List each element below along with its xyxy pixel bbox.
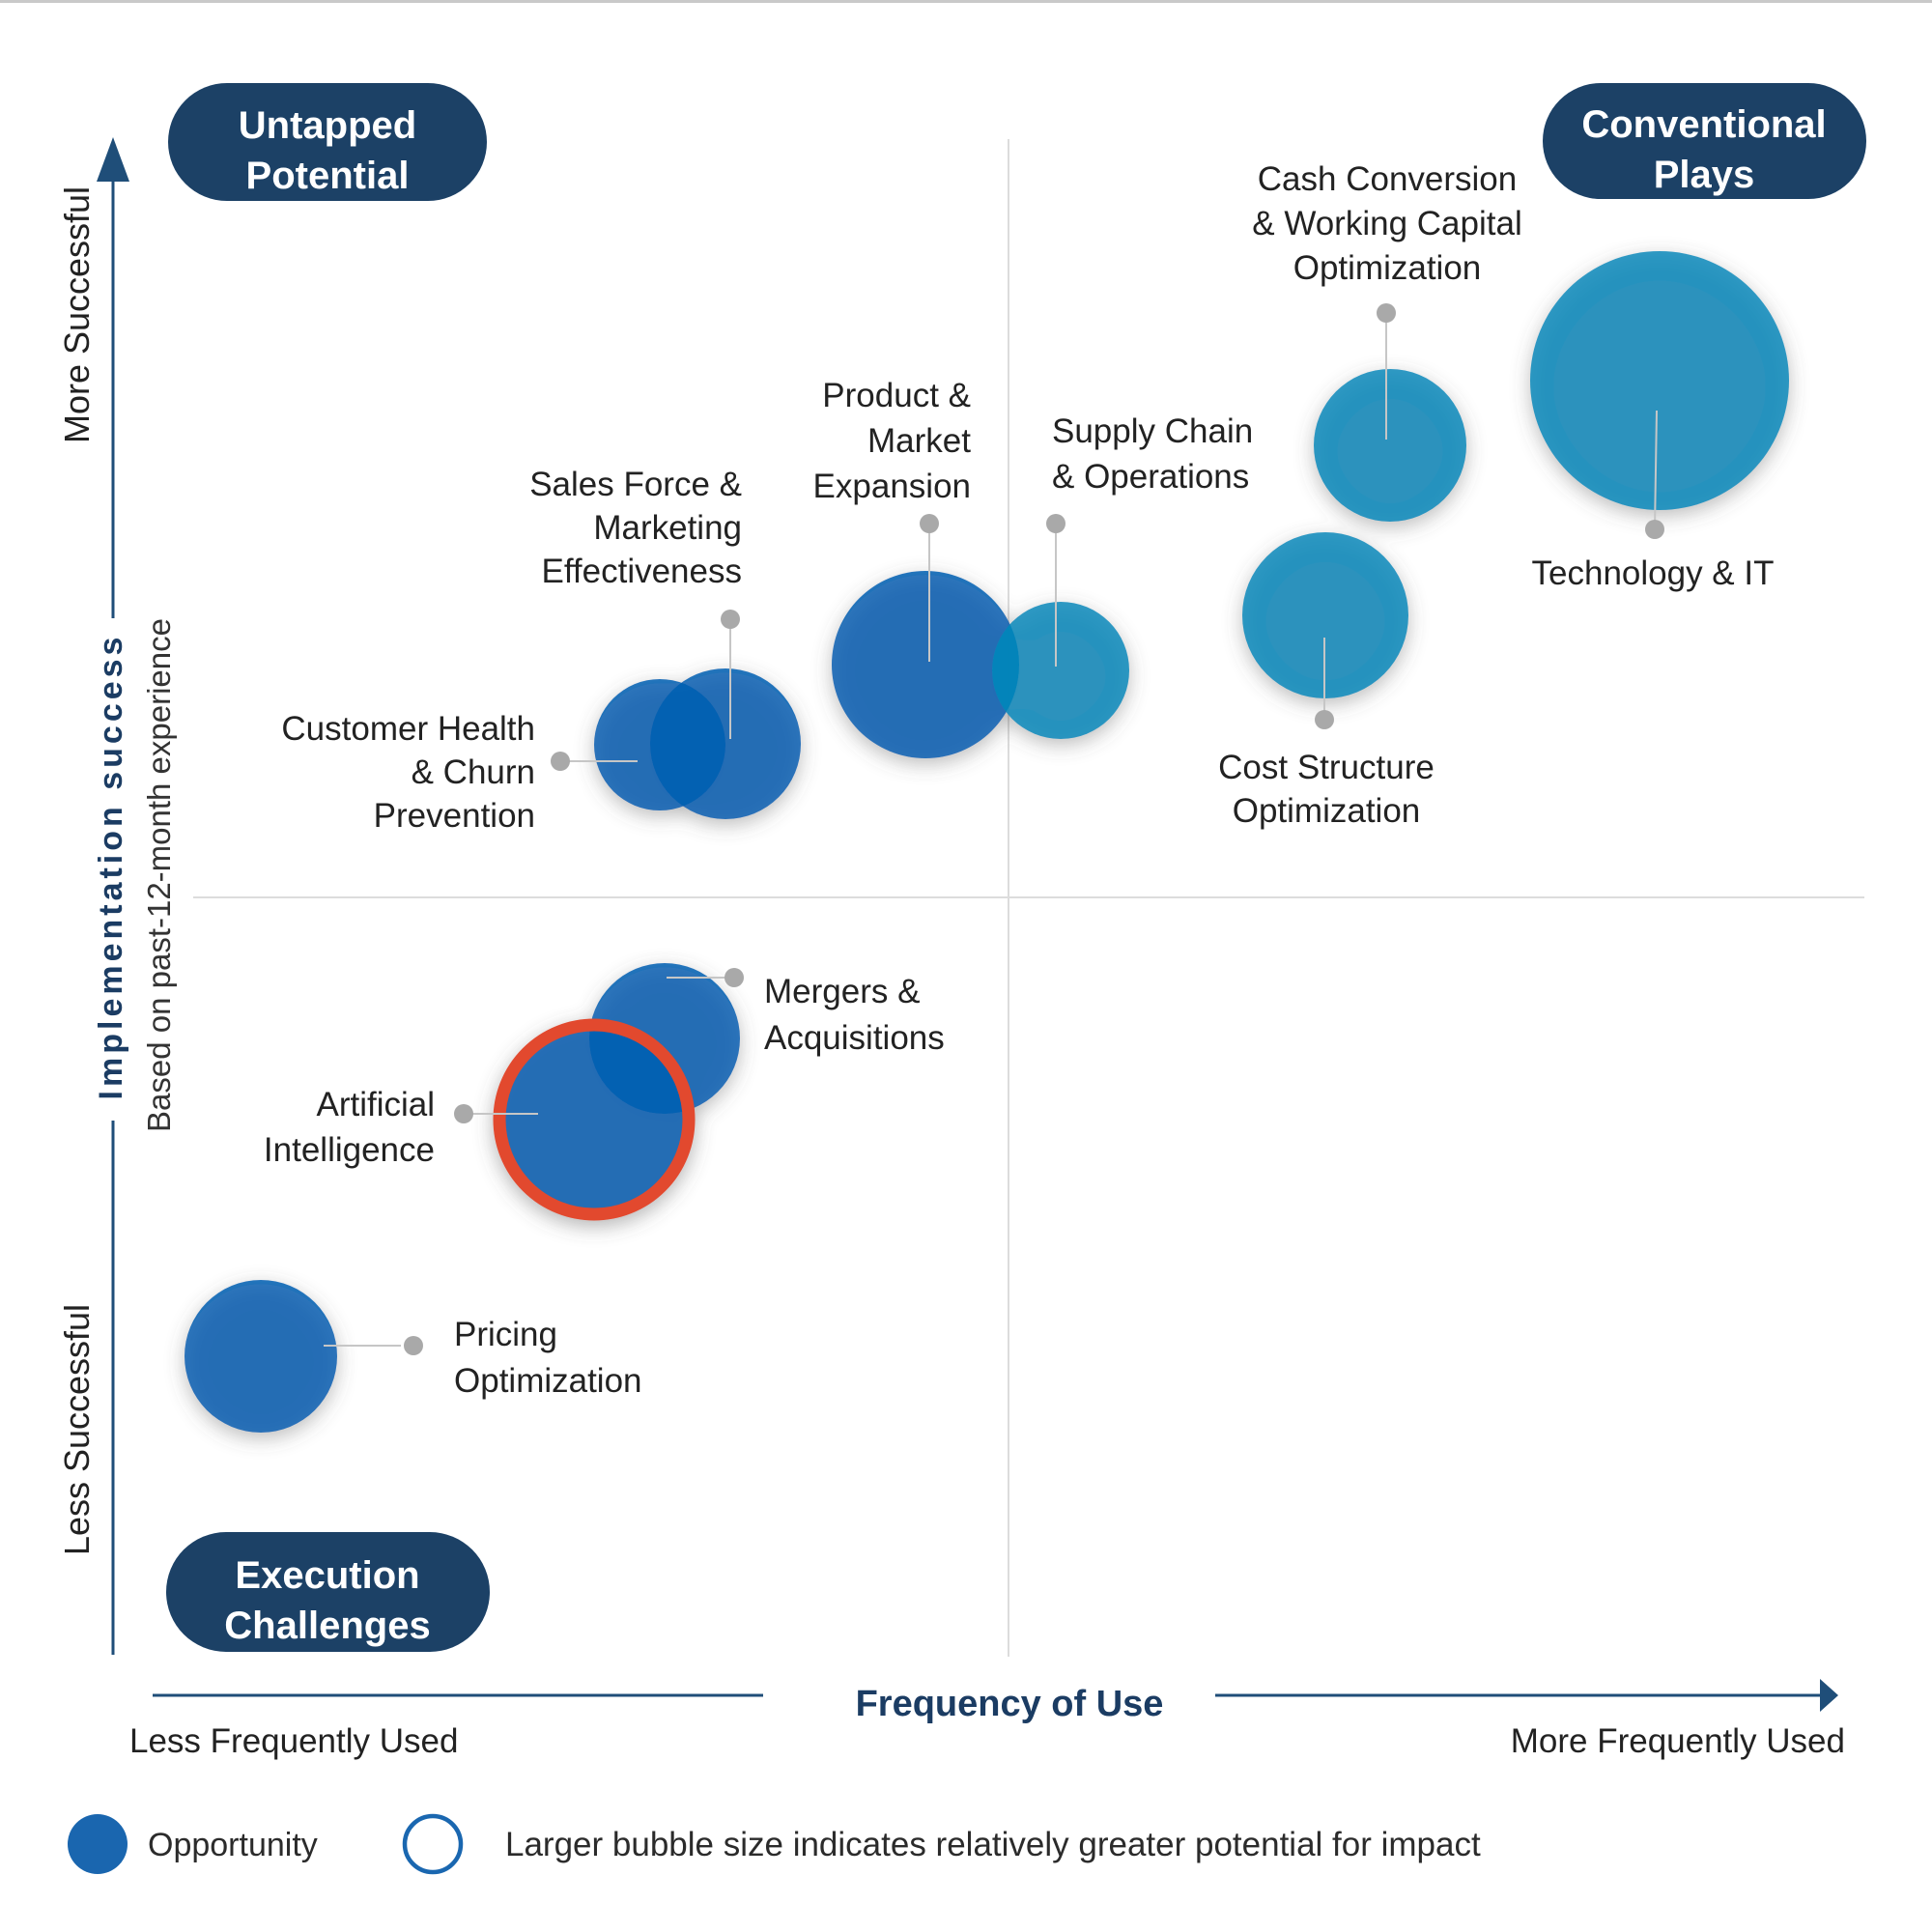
svg-text:Artificial: Artificial <box>316 1086 435 1123</box>
svg-text:Opportunity: Opportunity <box>148 1827 318 1863</box>
svg-text:Optimization: Optimization <box>454 1362 642 1400</box>
svg-text:Pricing: Pricing <box>454 1316 557 1353</box>
svg-text:Execution: Execution <box>235 1554 419 1597</box>
svg-text:Market: Market <box>867 422 971 460</box>
svg-text:Plays: Plays <box>1654 154 1755 196</box>
svg-text:Acquisitions: Acquisitions <box>764 1019 945 1057</box>
svg-text:Optimization: Optimization <box>1233 792 1421 830</box>
svg-text:Conventional: Conventional <box>1581 103 1826 146</box>
svg-text:Implementation success: Implementation success <box>93 634 129 1100</box>
svg-text:& Churn: & Churn <box>412 753 535 791</box>
svg-text:Cost Structure: Cost Structure <box>1218 749 1435 786</box>
svg-text:Expansion: Expansion <box>813 468 971 505</box>
svg-text:Frequency of Use: Frequency of Use <box>856 1684 1164 1724</box>
svg-text:Less Successful: Less Successful <box>57 1304 97 1555</box>
svg-text:More Successful: More Successful <box>57 186 97 443</box>
svg-text:Less Frequently Used: Less Frequently Used <box>129 1722 458 1760</box>
svg-text:Supply Chain: Supply Chain <box>1052 412 1253 450</box>
svg-text:Intelligence: Intelligence <box>264 1131 435 1169</box>
svg-text:Cash Conversion: Cash Conversion <box>1258 160 1517 198</box>
svg-text:Prevention: Prevention <box>374 797 535 835</box>
svg-text:Marketing: Marketing <box>593 509 742 547</box>
svg-text:Customer Health: Customer Health <box>281 710 535 748</box>
svg-text:& Operations: & Operations <box>1052 458 1249 496</box>
svg-text:Effectiveness: Effectiveness <box>541 553 742 590</box>
svg-text:Untapped: Untapped <box>239 104 416 147</box>
svg-text:Technology & IT: Technology & IT <box>1532 554 1775 592</box>
svg-text:Optimization: Optimization <box>1293 249 1482 287</box>
svg-text:Potential: Potential <box>246 155 410 197</box>
svg-text:Larger bubble size indicates r: Larger bubble size indicates relatively … <box>505 1826 1481 1863</box>
svg-text:& Working Capital: & Working Capital <box>1252 205 1521 242</box>
svg-text:Mergers &: Mergers & <box>764 973 920 1010</box>
svg-text:Challenges: Challenges <box>224 1605 430 1647</box>
svg-text:Based on past-12-month experie: Based on past-12-month experience <box>141 618 177 1132</box>
svg-text:More Frequently Used: More Frequently Used <box>1511 1722 1845 1760</box>
svg-text:Sales Force &: Sales Force & <box>529 466 742 503</box>
svg-text:Product &: Product & <box>822 377 971 414</box>
